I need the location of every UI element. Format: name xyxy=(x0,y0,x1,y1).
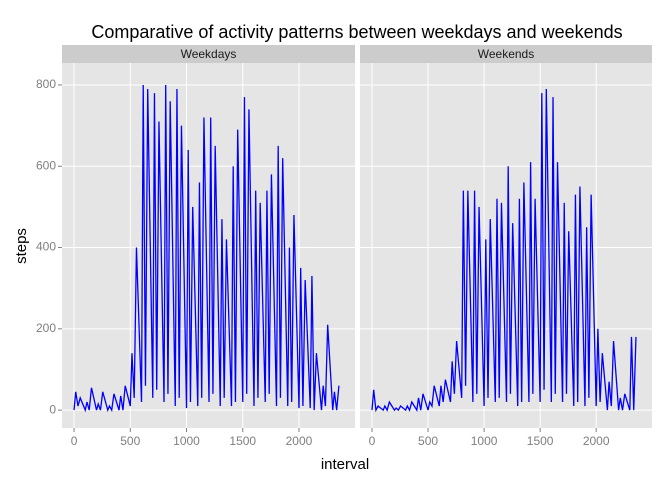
y-axis-label: steps xyxy=(13,228,30,264)
x-tick-label: 500 xyxy=(418,434,438,448)
x-tick-label: 0 xyxy=(369,434,376,448)
x-tick-label: 1500 xyxy=(527,434,554,448)
y-tick-label: 400 xyxy=(36,240,56,254)
facet-label: Weekends xyxy=(478,47,534,61)
facet-strip xyxy=(360,45,652,63)
data-line xyxy=(371,88,637,413)
x-tick-label: 1000 xyxy=(471,434,498,448)
x-tick-label: 1000 xyxy=(173,434,200,448)
y-tick-label: 600 xyxy=(36,158,56,172)
facet-strip xyxy=(62,45,355,63)
x-tick-label: 2000 xyxy=(286,434,313,448)
data-line xyxy=(73,84,340,413)
x-tick-label: 0 xyxy=(71,434,78,448)
x-tick-label: 1500 xyxy=(229,434,256,448)
x-tick-label: 2000 xyxy=(583,434,610,448)
y-tick-label: 800 xyxy=(36,77,56,91)
y-tick-label: 200 xyxy=(36,321,56,335)
x-tick-label: 500 xyxy=(120,434,140,448)
y-tick-label: 0 xyxy=(49,402,56,416)
x-axis-label: interval xyxy=(321,456,369,473)
facet-label: Weekdays xyxy=(181,47,237,61)
chart-title: Comparative of activity patterns between… xyxy=(91,22,622,42)
